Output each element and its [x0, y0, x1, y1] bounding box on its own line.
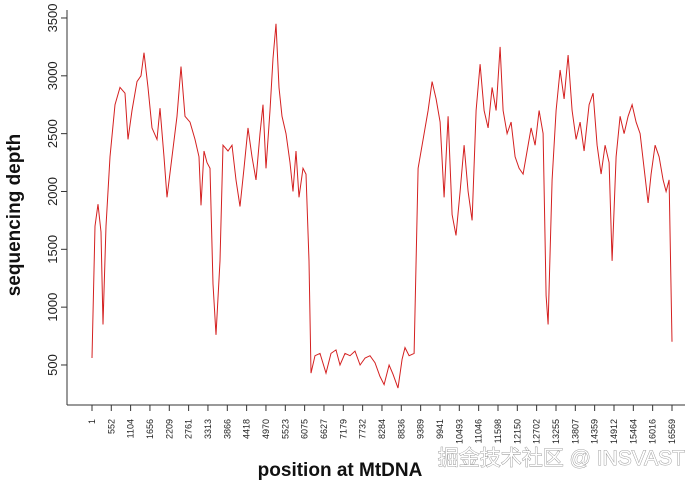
depth-line [91, 23, 673, 389]
x-tick-label: 2209 [164, 419, 174, 439]
watermark: 掘金技术社区 @ INSVAST [438, 447, 685, 470]
y-tick-label: 2000 [45, 177, 60, 206]
x-tick-label: 12702 [532, 419, 542, 444]
x-tick-label: 9941 [435, 419, 445, 439]
x-tick-label: 11598 [493, 419, 503, 443]
x-tick-label: 15464 [628, 419, 638, 444]
y-tick-label: 2500 [45, 119, 60, 148]
x-tick-label: 4970 [261, 419, 271, 439]
x-tick-label: 3313 [203, 419, 213, 439]
x-tick-label: 1 [87, 419, 97, 424]
y-tick-label: 500 [45, 354, 60, 376]
x-tick-label: 7179 [338, 419, 348, 439]
x-tick-label: 16569 [667, 419, 677, 444]
x-tick-label: 11046 [474, 419, 484, 443]
x-tick-label: 8836 [396, 419, 406, 439]
x-tick-label: 3866 [222, 419, 232, 439]
x-tick-label: 1104 [126, 419, 136, 438]
x-tick-label: 16016 [648, 419, 658, 444]
x-tick-label: 7732 [358, 419, 368, 439]
x-tick-label: 8284 [377, 419, 387, 439]
y-tick-label: 1500 [45, 235, 60, 264]
x-tick-label: 13255 [551, 419, 561, 444]
x-tick-label: 14359 [590, 419, 600, 444]
y-tick-label: 1000 [45, 293, 60, 322]
x-tick-label: 2761 [184, 419, 194, 439]
y-axis-label: sequencing depth [4, 134, 25, 297]
x-tick-label: 12150 [512, 419, 522, 444]
x-tick-label: 14912 [609, 419, 619, 444]
x-axis-label: position at MtDNA [258, 460, 423, 481]
x-tick-label: 9389 [416, 419, 426, 439]
x-tick-label: 6627 [319, 419, 329, 439]
x-tick-label: 6075 [300, 419, 310, 439]
x-tick-label: 10493 [454, 419, 464, 444]
x-tick-label: 5523 [280, 419, 290, 439]
x-tick-label: 4418 [242, 419, 252, 439]
y-tick-label: 3500 [45, 4, 60, 33]
y-tick-label: 3000 [45, 61, 60, 90]
x-tick-label: 13807 [570, 419, 580, 444]
x-tick-label: 552 [106, 419, 116, 434]
x-tick-label: 1656 [145, 419, 155, 439]
